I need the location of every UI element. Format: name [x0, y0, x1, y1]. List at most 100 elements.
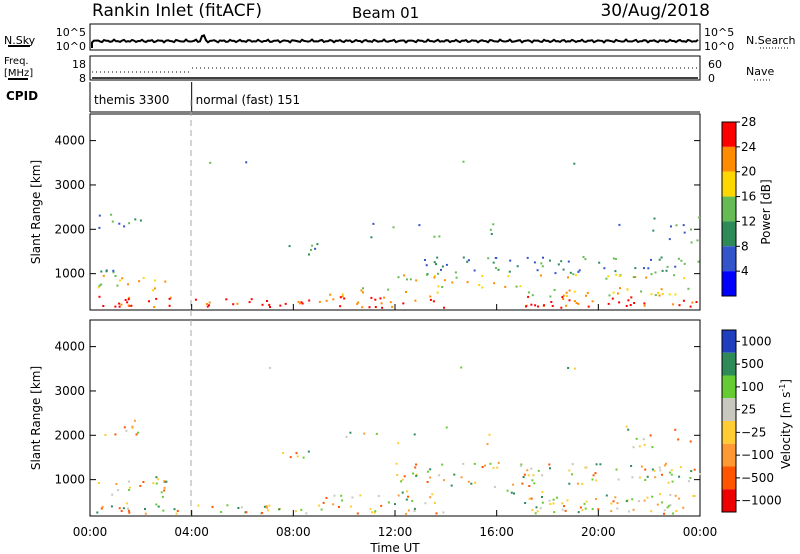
radar-return	[598, 261, 601, 264]
radar-return	[678, 304, 681, 307]
cpid-segment-label: themis 3300	[94, 93, 169, 107]
radar-return	[118, 305, 121, 308]
radar-return	[489, 462, 492, 465]
radar-return	[396, 474, 399, 476]
radar-return	[394, 503, 396, 506]
radar-return	[125, 502, 128, 505]
radar-return	[442, 511, 445, 514]
radar-return	[433, 261, 436, 264]
radar-return	[168, 304, 171, 307]
radar-return	[369, 508, 372, 511]
radar-return	[302, 456, 305, 459]
radar-return	[625, 425, 628, 428]
radar-return	[363, 432, 366, 435]
radar-return	[668, 504, 670, 507]
colorbar-tick-label: 4	[741, 264, 749, 278]
radar-return	[646, 496, 649, 499]
radar-return	[562, 268, 565, 271]
radar-return	[586, 291, 589, 294]
y-tick-label: 2000	[54, 428, 85, 442]
radar-return	[433, 276, 436, 279]
radar-return	[362, 291, 364, 294]
radar-return	[568, 289, 571, 292]
radar-return	[631, 476, 634, 479]
radar-return	[236, 302, 239, 305]
radar-return	[571, 473, 573, 476]
radar-return	[572, 273, 575, 276]
colorbar-swatch	[722, 489, 736, 512]
radar-return	[531, 509, 534, 511]
radar-return	[649, 434, 652, 437]
noise-right-tick-label: 10^5	[704, 26, 734, 39]
radar-return	[667, 481, 670, 484]
radar-return	[314, 247, 317, 250]
radar-return	[541, 501, 544, 504]
radar-return	[305, 512, 308, 515]
radar-return	[507, 275, 510, 278]
radar-return	[541, 496, 543, 498]
radar-return	[541, 474, 544, 477]
radar-return	[462, 160, 465, 163]
radar-return	[467, 259, 470, 262]
radar-return	[578, 269, 581, 272]
radar-return	[98, 284, 101, 287]
radar-return	[294, 510, 297, 513]
radar-return	[533, 261, 536, 264]
radar-return	[661, 269, 664, 272]
radar-return	[481, 275, 484, 278]
radar-return	[584, 466, 587, 469]
radar-return	[467, 480, 470, 483]
radar-return	[562, 294, 565, 297]
radar-return	[431, 493, 434, 496]
radar-return	[666, 265, 669, 268]
noise-sky-line	[91, 34, 699, 48]
radar-return	[329, 293, 332, 296]
radar-return	[318, 300, 321, 303]
radar-return	[525, 305, 527, 308]
radar-return	[674, 494, 677, 497]
radar-return	[162, 509, 165, 512]
radar-return	[429, 496, 432, 499]
radar-return	[424, 502, 427, 505]
radar-return	[643, 304, 646, 307]
colorbar-swatch	[722, 196, 736, 222]
radar-return	[535, 506, 538, 509]
radar-return	[325, 299, 328, 302]
radar-return	[339, 296, 342, 299]
x-tick-label: 04:00	[174, 525, 209, 539]
date-label: 30/Aug/2018	[600, 1, 710, 21]
radar-return	[383, 296, 386, 299]
radar-return	[269, 306, 271, 308]
radar-return	[176, 510, 179, 512]
radar-return	[519, 285, 522, 288]
radar-return	[560, 260, 563, 263]
radar-return	[616, 507, 619, 510]
radar-return	[581, 509, 584, 512]
radar-return	[539, 507, 542, 510]
radar-return	[211, 505, 214, 508]
radar-return	[173, 508, 176, 511]
radar-return	[127, 509, 130, 512]
radar-return	[128, 480, 130, 483]
radar-return	[474, 481, 477, 484]
radar-return	[114, 433, 117, 436]
radar-return	[322, 501, 325, 504]
radar-return	[549, 295, 552, 298]
power-colorbar-label: Power [dB]	[759, 179, 773, 244]
radar-return	[426, 273, 428, 276]
radar-return	[407, 495, 410, 498]
radar-return	[698, 216, 701, 219]
radar-return	[418, 224, 421, 227]
radar-return	[577, 511, 580, 514]
radar-return	[332, 298, 335, 301]
radar-return	[554, 272, 557, 275]
radar-return	[549, 503, 552, 505]
radar-return	[556, 496, 558, 499]
radar-return	[206, 305, 209, 308]
radar-return	[237, 507, 240, 509]
colorbar-tick-label: −500	[741, 471, 774, 485]
radar-return	[380, 302, 383, 305]
radar-return	[493, 485, 496, 488]
radar-return	[654, 476, 657, 479]
radar-return	[512, 483, 515, 486]
